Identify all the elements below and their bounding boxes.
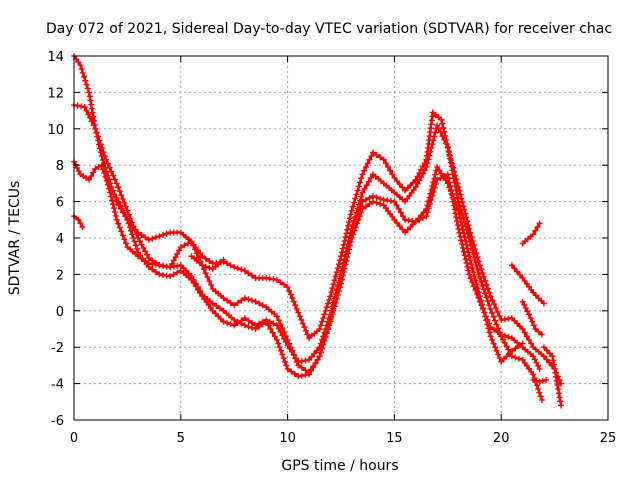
series-line: [72, 54, 563, 385]
y-tick-label: -6: [51, 414, 64, 429]
y-tick-label: -2: [51, 341, 64, 356]
series-line: [72, 103, 544, 402]
series-segment-e: [71, 213, 86, 231]
series-markers: [540, 344, 564, 409]
x-tick-label: 10: [279, 431, 296, 446]
y-tick-label: 4: [56, 232, 64, 247]
y-tick-label: 14: [47, 50, 64, 65]
y-axis-label: SDTVAR / TECUs: [7, 181, 23, 296]
y-tick-label: 10: [47, 123, 64, 138]
y-tick-label: 0: [56, 305, 64, 320]
x-tick-label: 5: [177, 431, 185, 446]
y-tick-label: 6: [56, 196, 64, 211]
series-markers: [519, 298, 545, 338]
series-markers: [113, 171, 543, 372]
y-tick-label: -4: [51, 378, 64, 393]
x-tick-label: 15: [386, 431, 403, 446]
x-tick-label: 20: [493, 431, 510, 446]
axis-ticks: 0 5 10 15 20 25 -6 -4 -2 0 2 4 6 8 10 12 14: [47, 50, 616, 446]
x-axis-label: GPS time / hours: [281, 458, 398, 474]
series-segment-g: [519, 298, 545, 338]
series-track-d: [113, 171, 543, 372]
x-tick-label: 0: [70, 431, 78, 446]
y-tick-label: 2: [56, 268, 64, 283]
series-track-b: [71, 102, 545, 403]
series-markers: [71, 213, 86, 231]
series-segment-k: [530, 377, 550, 385]
y-tick-label: 12: [47, 86, 64, 101]
y-tick-label: 8: [56, 159, 64, 174]
series-segment-h: [519, 220, 543, 247]
x-tick-label: 25: [600, 431, 617, 446]
series-markers: [508, 262, 547, 307]
series-markers: [188, 253, 227, 272]
series-markers: [530, 377, 550, 385]
series-markers: [71, 102, 545, 403]
series-segment-f: [188, 253, 227, 272]
series-markers: [519, 220, 543, 247]
series-segment-j: [540, 344, 564, 409]
chart-title: Day 072 of 2021, Sidereal Day-to-day VTE…: [46, 21, 612, 37]
data-series: [71, 53, 564, 409]
series-segment-i: [508, 262, 547, 307]
